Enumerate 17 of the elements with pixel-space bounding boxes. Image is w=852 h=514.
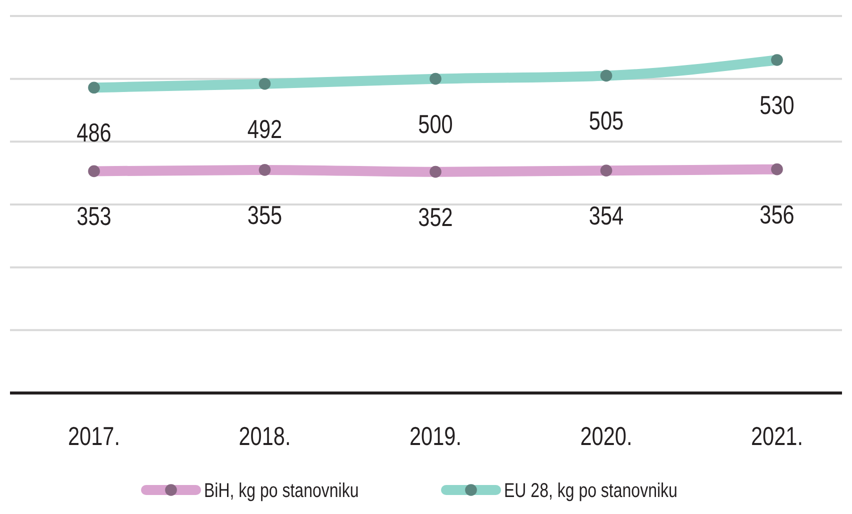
data-label: 356: [760, 200, 794, 229]
data-label: 353: [76, 202, 112, 231]
data-label: 492: [247, 114, 282, 144]
x-tick-label: 2019.: [409, 422, 462, 451]
legend-label: BiH, kg po stanovniku: [204, 479, 359, 502]
data-label: 354: [588, 201, 624, 230]
data-label: 530: [760, 90, 794, 120]
x-tick-label: 2017.: [68, 422, 120, 451]
data-label: 505: [588, 106, 624, 136]
x-tick-label: 2021.: [750, 422, 804, 451]
x-tick-label: 2020.: [580, 422, 632, 451]
data-label: 352: [418, 202, 453, 232]
data-label: 500: [418, 110, 453, 138]
data-label: 486: [76, 118, 112, 148]
data-label: 355: [247, 200, 282, 230]
legend-label: EU 28, kg po stanovniku: [504, 479, 678, 502]
x-tick-label: 2018.: [238, 422, 291, 451]
